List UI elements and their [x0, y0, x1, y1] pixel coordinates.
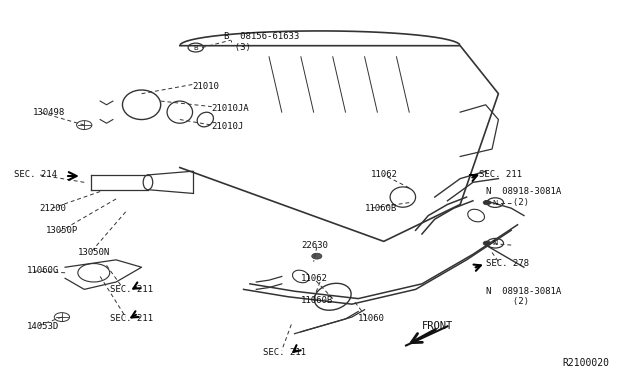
Text: R2100020: R2100020	[562, 358, 609, 368]
Text: 130498: 130498	[33, 108, 65, 117]
Text: 11060B: 11060B	[365, 203, 397, 213]
Text: 11060B: 11060B	[301, 296, 333, 305]
Text: 21200: 21200	[40, 203, 67, 213]
Text: 14053D: 14053D	[27, 322, 59, 331]
Circle shape	[483, 201, 491, 205]
Text: 11060: 11060	[358, 314, 385, 323]
Text: B: B	[193, 45, 198, 51]
Text: 21010J: 21010J	[212, 122, 244, 131]
Text: 21010: 21010	[193, 82, 220, 91]
Text: 13050P: 13050P	[46, 226, 78, 235]
Text: N: N	[493, 240, 498, 246]
Text: B  08156-61633
  ⟨3⟩: B 08156-61633 ⟨3⟩	[225, 32, 300, 52]
Text: 22630: 22630	[301, 241, 328, 250]
Text: SEC. 278: SEC. 278	[486, 259, 529, 268]
Text: SEC. 211: SEC. 211	[109, 285, 153, 294]
Text: 11062: 11062	[301, 274, 328, 283]
Text: N  08918-3081A
     ⟨2⟩: N 08918-3081A ⟨2⟩	[486, 187, 561, 207]
Text: N: N	[493, 200, 498, 206]
Text: SEC. 211: SEC. 211	[109, 314, 153, 323]
Text: SEC. 214: SEC. 214	[14, 170, 57, 179]
Text: 13050N: 13050N	[78, 248, 110, 257]
Text: FRONT: FRONT	[422, 321, 453, 331]
Text: 11060G: 11060G	[27, 266, 59, 275]
Text: 11062: 11062	[371, 170, 398, 179]
Text: SEC. 211: SEC. 211	[479, 170, 522, 179]
Circle shape	[483, 241, 491, 246]
Circle shape	[312, 253, 322, 259]
Text: N  08918-3081A
     ⟨2⟩: N 08918-3081A ⟨2⟩	[486, 287, 561, 307]
Text: SEC. 211: SEC. 211	[262, 348, 306, 357]
Text: 21010JA: 21010JA	[212, 104, 250, 113]
